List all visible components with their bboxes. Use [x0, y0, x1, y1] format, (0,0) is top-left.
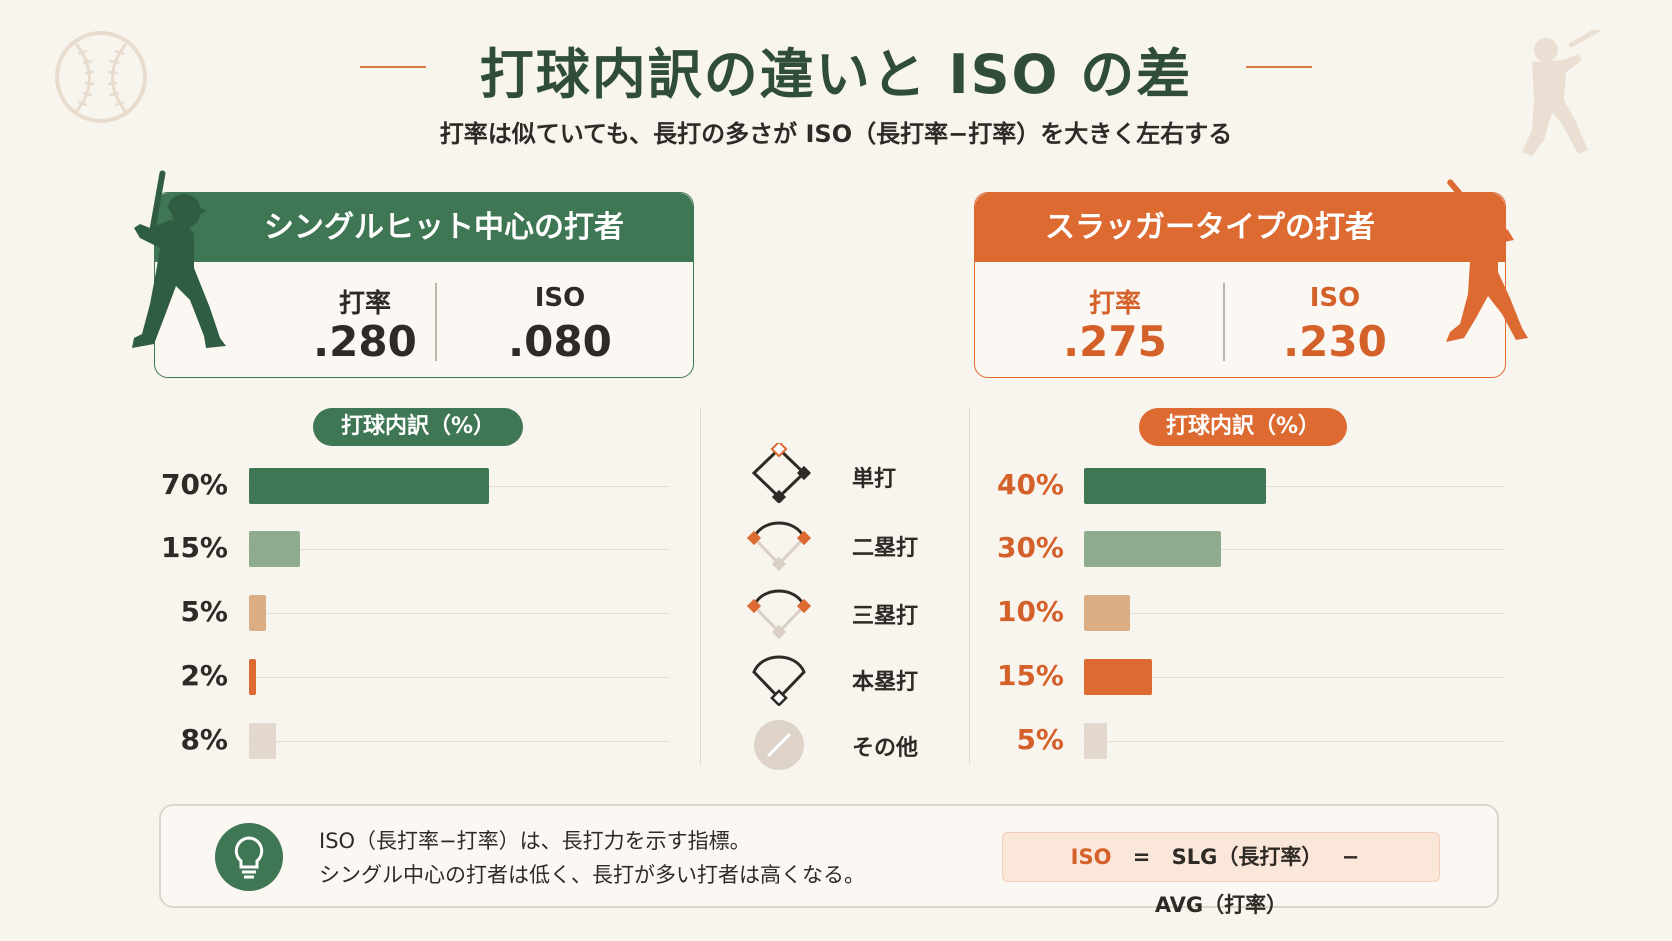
right-value-label: 40% [996, 468, 1064, 501]
left-bar-single [249, 468, 490, 504]
hit-type-label: 本塁打 [852, 670, 919, 695]
title-rule-left [360, 66, 426, 68]
right-stat-divider [1223, 283, 1225, 361]
right-grid-line-2 [1083, 549, 1505, 550]
right-bar-other [1084, 723, 1107, 759]
baseball-icon [55, 31, 147, 123]
right-avg-label: 打率 [1088, 289, 1141, 319]
left-stat-divider [435, 283, 437, 361]
left-breakdown-pill: 打球内訳（%） [313, 408, 523, 446]
right-bar-homerun [1084, 659, 1153, 695]
other-slash-icon [754, 720, 804, 770]
right-bar-double [1084, 531, 1221, 567]
right-grid-line-3 [1083, 613, 1505, 614]
left-player-title: シングルヒット中心の打者 [155, 193, 693, 262]
right-value-label: 30% [996, 531, 1064, 564]
note-line-1: ISO（長打率−打率）は、長打力を示す指標。 [319, 829, 751, 853]
page-title: 打球内訳の違いと ISO の差 [479, 43, 1193, 106]
homerun-diamond-icon [752, 655, 806, 706]
left-iso-label: ISO [534, 283, 586, 313]
hit-type-label: 二塁打 [852, 536, 919, 561]
hit-type-label: 単打 [852, 467, 897, 492]
right-grid-line-5 [1083, 741, 1505, 742]
left-value-label: 5% [180, 595, 228, 628]
right-value-label: 10% [996, 595, 1064, 628]
left-player-card: シングルヒット中心の打者 打率 .280 ISO .080 [154, 192, 694, 378]
right-avg-value: .275 [1063, 317, 1167, 366]
formula-minus: − [1341, 845, 1360, 869]
right-grid-line-1 [1083, 486, 1505, 487]
hit-type-label: その他 [852, 736, 919, 761]
right-player-title: スラッガータイプの打者 [975, 193, 1505, 262]
left-grid-line-3 [248, 613, 670, 614]
right-value-label: 5% [1016, 723, 1064, 756]
right-iso-value: .230 [1283, 317, 1387, 366]
left-value-label: 2% [180, 659, 228, 692]
right-bar-single [1084, 468, 1266, 504]
right-breakdown-pill: 打球内訳（%） [1139, 408, 1347, 446]
formula-avg: AVG（打率） [1154, 893, 1288, 917]
hit-type-label: 三塁打 [852, 604, 919, 629]
title-rule-right [1246, 66, 1312, 68]
left-avg-label: 打率 [338, 289, 391, 319]
left-iso-value: .080 [508, 317, 612, 366]
right-iso-label: ISO [1309, 283, 1361, 313]
left-bar-triple [249, 595, 267, 631]
single-diamond-icon [751, 443, 812, 503]
triple-diamond-icon [746, 589, 812, 640]
left-grid-line-5 [248, 741, 670, 742]
lightbulb-icon [215, 823, 283, 891]
left-bar-double [249, 531, 301, 567]
batter-silhouette-icon [1522, 30, 1634, 156]
formula-slg: SLG（長打率） [1171, 845, 1323, 869]
formula-eq: = [1132, 845, 1151, 869]
left-avg-value: .280 [313, 317, 417, 366]
left-bar-other [249, 723, 277, 759]
double-diamond-icon [746, 521, 812, 572]
left-value-label: 15% [160, 531, 228, 564]
chart-separator-right [969, 408, 970, 764]
left-grid-line-2 [248, 549, 670, 550]
right-bar-triple [1084, 595, 1130, 631]
right-player-card: スラッガータイプの打者 打率 .275 ISO .230 [974, 192, 1506, 378]
page-subtitle: 打率は似ていても、長打の多さが ISO（長打率−打率）を大きく左右する [439, 120, 1233, 148]
left-batter-icon [132, 170, 226, 348]
formula-iso: ISO [1070, 845, 1112, 869]
right-grid-line-4 [1083, 677, 1505, 678]
note-line-2: シングル中心の打者は低く、長打が多い打者は高くなる。 [319, 863, 865, 887]
iso-formula-box: ISO = SLG（長打率） − AVG（打率） [1002, 832, 1440, 917]
right-value-label: 15% [996, 659, 1064, 692]
left-bar-homerun [249, 659, 256, 695]
left-value-label: 8% [180, 723, 228, 756]
right-batter-icon [1446, 179, 1528, 342]
left-value-label: 70% [160, 468, 228, 501]
chart-separator-left [700, 408, 701, 764]
left-grid-line-4 [248, 677, 670, 678]
